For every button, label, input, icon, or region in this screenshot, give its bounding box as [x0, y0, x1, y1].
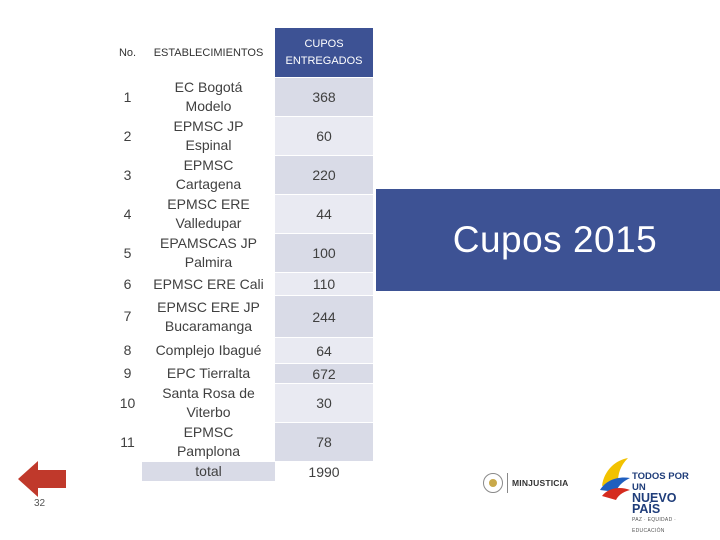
- row-establecimiento: EPMSC Pamplona: [142, 422, 275, 461]
- table-row: 6 EPMSC ERE Cali 110: [113, 272, 373, 295]
- row-cupos: 110: [275, 272, 373, 295]
- row-establecimiento-text: Santa Rosa de Viterbo: [162, 385, 255, 420]
- row-establecimiento: EPMSC ERE JP Bucaramanga: [142, 295, 275, 337]
- table-row: 1 EC Bogotá Modelo 368: [113, 77, 373, 116]
- row-cupos: 368: [275, 77, 373, 116]
- row-no: 11: [113, 422, 142, 461]
- minjusticia-text: MINJUSTICIA: [512, 478, 569, 488]
- nuevo-pais-flag-icon: [600, 458, 630, 500]
- row-establecimiento-text: EPMSC JP Espinal: [173, 118, 244, 153]
- row-cupos: 30: [275, 383, 373, 422]
- header-cupos-label: CUPOS ENTREGADOS: [285, 37, 363, 67]
- total-no-cell: [113, 461, 142, 481]
- row-cupos: 244: [275, 295, 373, 337]
- row-establecimiento-text: EPAMSCAS JP Palmira: [160, 235, 257, 270]
- row-no: 4: [113, 194, 142, 233]
- row-no: 2: [113, 116, 142, 155]
- row-cupos: 44: [275, 194, 373, 233]
- row-no: 3: [113, 155, 142, 194]
- table-header-row: No. ESTABLECIMIENTOS CUPOS ENTREGADOS: [113, 28, 373, 77]
- coat-of-arms-icon: [483, 473, 503, 493]
- slide-title: Cupos 2015: [452, 219, 658, 260]
- row-no: 10: [113, 383, 142, 422]
- row-establecimiento: Complejo Ibagué: [142, 337, 275, 363]
- header-no: No.: [113, 28, 142, 77]
- row-establecimiento: Santa Rosa de Viterbo: [142, 383, 275, 422]
- nuevo-pais-wordmark: TODOS POR UN NUEVO PAÍS PAZ · EQUIDAD · …: [632, 471, 704, 537]
- row-establecimiento-text: EC Bogotá Modelo: [174, 79, 243, 114]
- row-establecimiento-text: EPMSC Cartagena: [175, 157, 242, 192]
- header-cupos: CUPOS ENTREGADOS: [275, 28, 373, 77]
- table-row: 3 EPMSC Cartagena 220: [113, 155, 373, 194]
- row-no: 5: [113, 233, 142, 272]
- row-cupos: 64: [275, 337, 373, 363]
- table-row: 8 Complejo Ibagué 64: [113, 337, 373, 363]
- nuevo-pais-logo: TODOS POR UN NUEVO PAÍS PAZ · EQUIDAD · …: [598, 456, 704, 534]
- table-row: 2 EPMSC JP Espinal 60: [113, 116, 373, 155]
- title-banner: Cupos 2015: [376, 189, 720, 291]
- row-no: 1: [113, 77, 142, 116]
- table-row: 10 Santa Rosa de Viterbo 30: [113, 383, 373, 422]
- row-establecimiento: EC Bogotá Modelo: [142, 77, 275, 116]
- row-cupos: 672: [275, 363, 373, 383]
- row-establecimiento: EPC Tierralta: [142, 363, 275, 383]
- row-establecimiento: EPMSC JP Espinal: [142, 116, 275, 155]
- page-number: 32: [34, 498, 46, 509]
- row-establecimiento: EPAMSCAS JP Palmira: [142, 233, 275, 272]
- table-row: 7 EPMSC ERE JP Bucaramanga 244: [113, 295, 373, 337]
- row-establecimiento-text: EPMSC Pamplona: [176, 424, 241, 459]
- logo-divider: [507, 473, 508, 493]
- row-no: 6: [113, 272, 142, 295]
- header-establecimientos: ESTABLECIMIENTOS: [142, 28, 275, 77]
- nuevo-pais-line3: PAZ · EQUIDAD · EDUCACIÓN: [632, 517, 677, 534]
- row-cupos: 60: [275, 116, 373, 155]
- row-cupos: 78: [275, 422, 373, 461]
- row-establecimiento: EPMSC ERE Valledupar: [142, 194, 275, 233]
- nuevo-pais-line2: NUEVO PAÍS: [632, 491, 677, 516]
- row-establecimiento-text: EPMSC ERE JP Bucaramanga: [157, 298, 260, 334]
- table-row: 9 EPC Tierralta 672: [113, 363, 373, 383]
- back-arrow-icon[interactable]: [18, 461, 66, 497]
- total-cupos: 1990: [275, 461, 373, 481]
- cupos-table: No. ESTABLECIMIENTOS CUPOS ENTREGADOS 1 …: [113, 28, 373, 481]
- table-row: 5 EPAMSCAS JP Palmira 100: [113, 233, 373, 272]
- row-establecimiento-text: EPMSC ERE Valledupar: [167, 196, 250, 231]
- row-no: 9: [113, 363, 142, 383]
- total-row: total 1990: [113, 461, 373, 481]
- table-row: 4 EPMSC ERE Valledupar 44: [113, 194, 373, 233]
- minjusticia-logo: MINJUSTICIA: [483, 470, 589, 496]
- row-cupos: 220: [275, 155, 373, 194]
- row-no: 7: [113, 295, 142, 337]
- row-establecimiento: EPMSC Cartagena: [142, 155, 275, 194]
- row-cupos: 100: [275, 233, 373, 272]
- row-establecimiento: EPMSC ERE Cali: [142, 272, 275, 295]
- table-row: 11 EPMSC Pamplona 78: [113, 422, 373, 461]
- nuevo-pais-line1: TODOS POR UN: [632, 471, 689, 493]
- row-no: 8: [113, 337, 142, 363]
- total-label: total: [142, 461, 275, 481]
